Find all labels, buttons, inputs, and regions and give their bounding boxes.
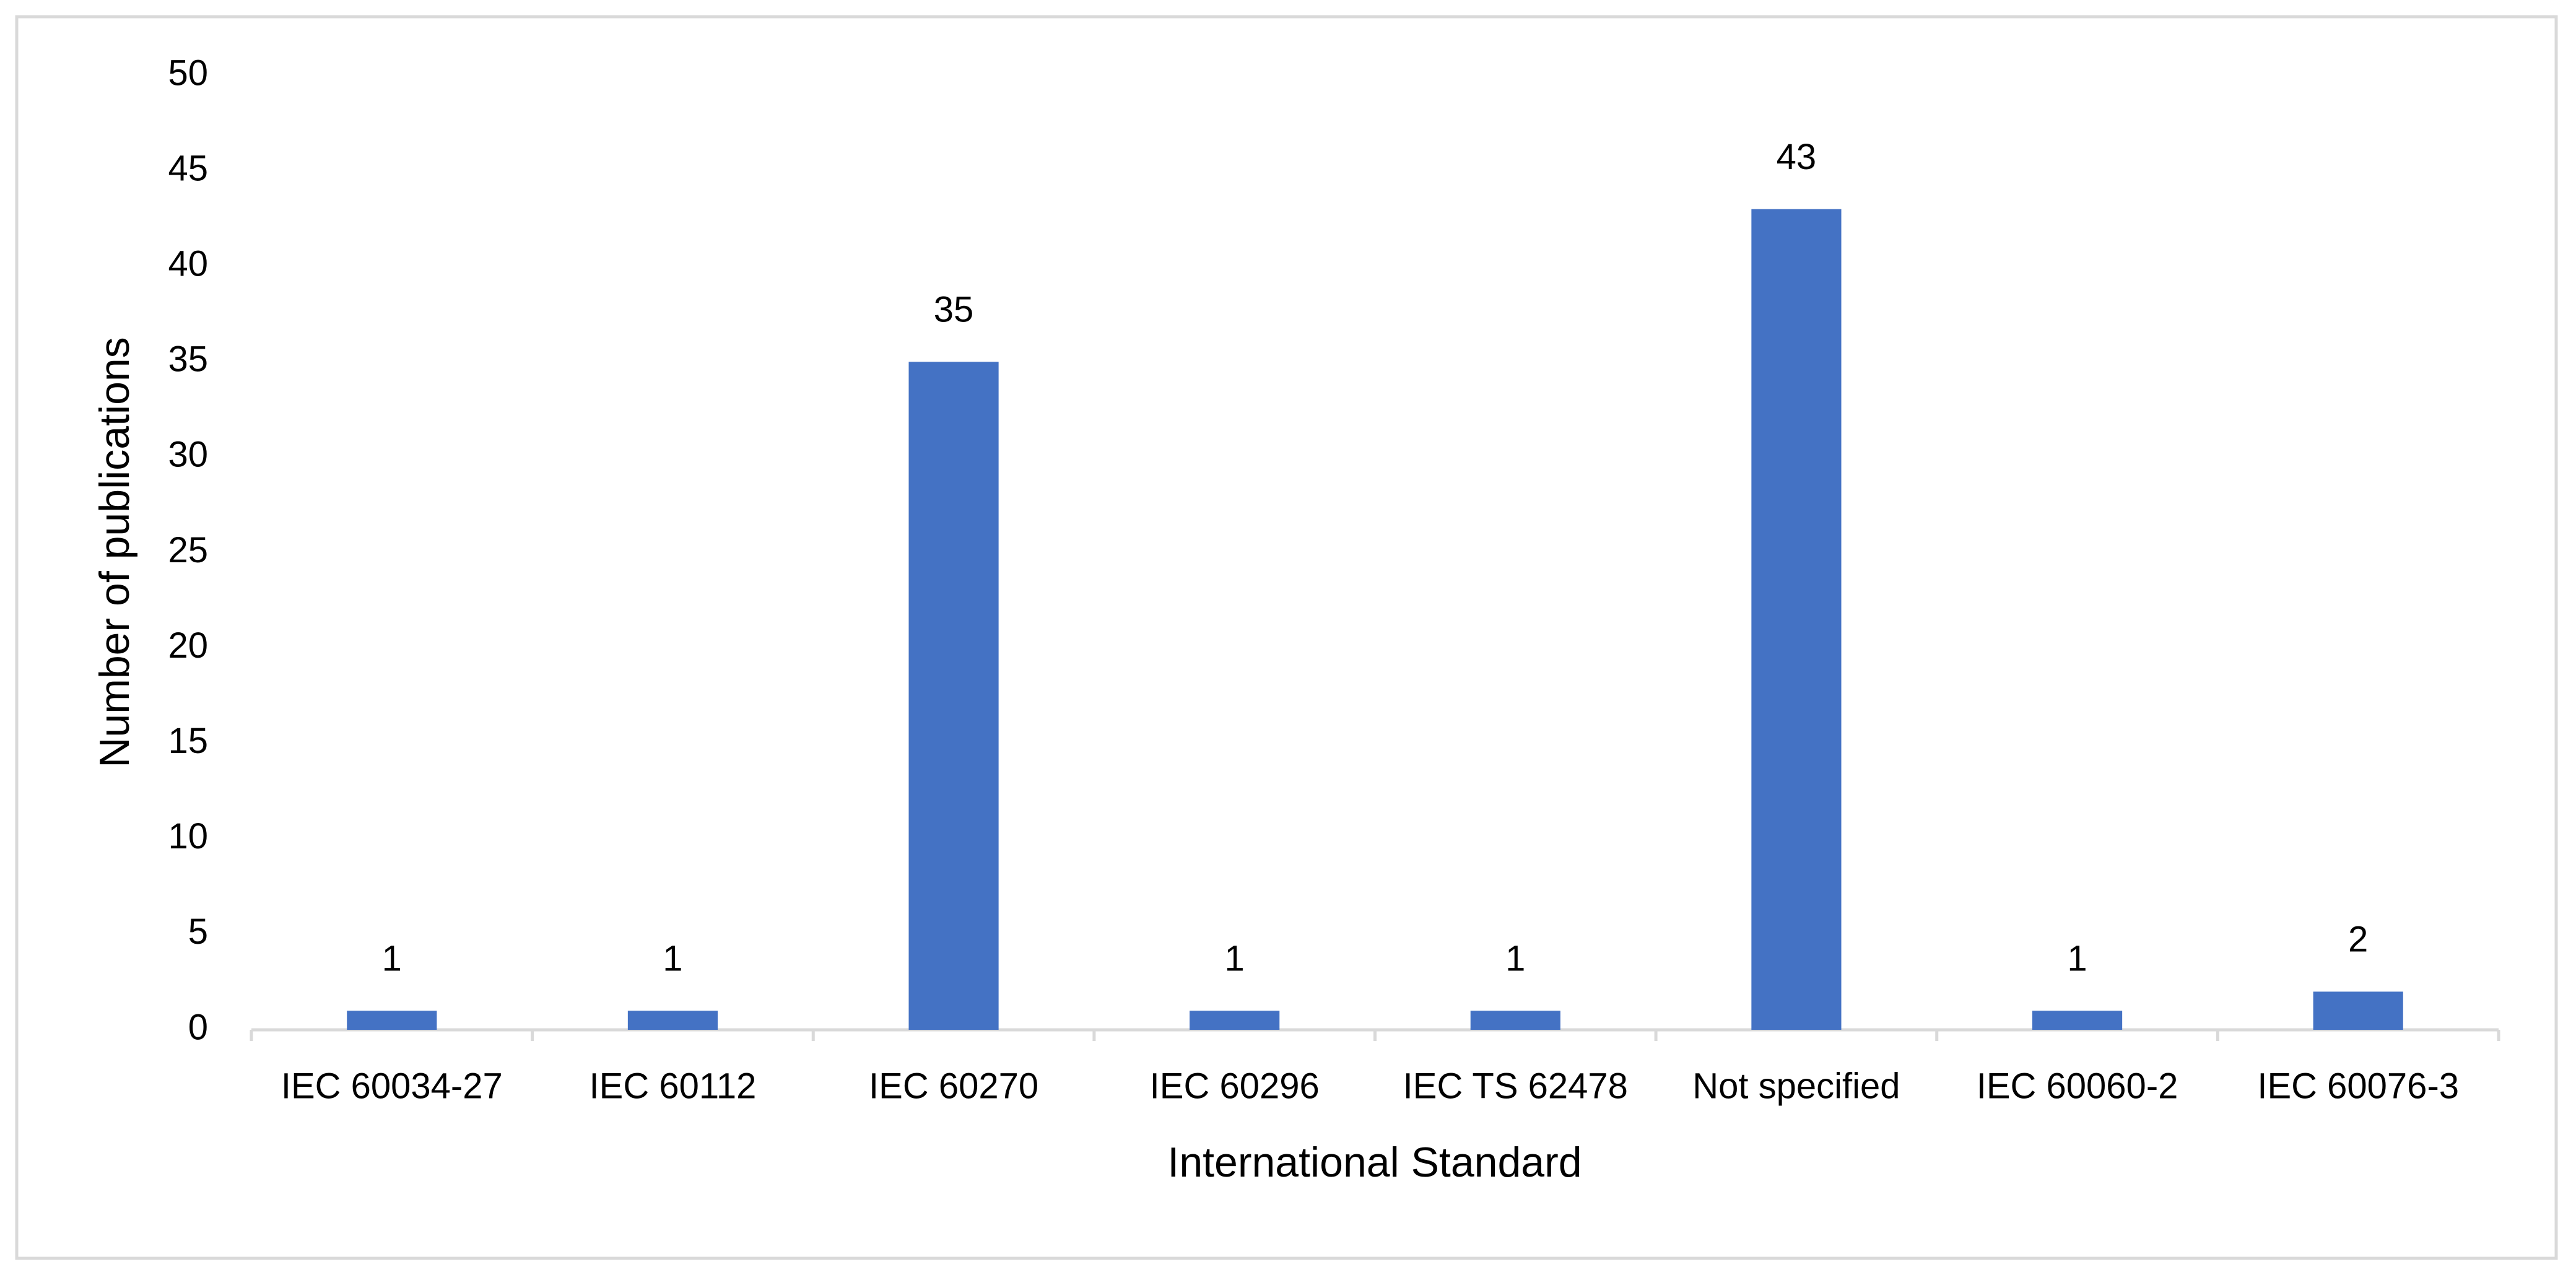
x-tick-label: Not specified (1692, 1066, 1900, 1106)
y-tick-label: 5 (188, 912, 208, 952)
y-tick-label: 20 (168, 625, 208, 666)
y-tick-label: 10 (168, 816, 208, 856)
data-label: 1 (663, 939, 682, 979)
y-tick-label: 15 (168, 721, 208, 761)
bar (1470, 1011, 1560, 1030)
y-tick-label: 35 (168, 339, 208, 380)
data-label: 1 (1225, 939, 1245, 979)
y-axis-title: Number of publications (91, 337, 138, 767)
data-label: 2 (2348, 920, 2368, 960)
x-tick-label: IEC 60076-3 (2257, 1066, 2459, 1106)
y-tick-label: 45 (168, 148, 208, 188)
bar (627, 1011, 718, 1030)
bar (347, 1011, 437, 1030)
bar (2032, 1011, 2123, 1030)
data-label: 1 (2067, 939, 2087, 979)
x-tick-label: IEC 60034-27 (281, 1066, 503, 1106)
x-tick-label: IEC 60112 (590, 1066, 757, 1106)
x-axis-title: International Standard (1167, 1139, 1582, 1186)
data-label: 1 (382, 939, 402, 979)
bar (908, 362, 999, 1030)
x-tick-label: IEC 60270 (869, 1066, 1038, 1106)
data-label: 43 (1777, 137, 1817, 177)
x-tick-label: IEC 60060-2 (1977, 1066, 2178, 1106)
x-tick-label: IEC 60296 (1150, 1066, 1320, 1106)
data-label: 35 (934, 290, 974, 330)
data-label: 1 (1505, 939, 1525, 979)
chart-border (15, 15, 2558, 1260)
y-tick-label: 50 (168, 53, 208, 93)
y-tick-label: 0 (188, 1007, 208, 1047)
bar (1190, 1011, 1280, 1030)
bar (1751, 209, 1842, 1030)
bar (2313, 991, 2403, 1030)
y-tick-label: 30 (168, 435, 208, 475)
y-tick-label: 40 (168, 244, 208, 284)
x-tick-label: IEC TS 62478 (1403, 1066, 1628, 1106)
y-tick-label: 25 (168, 530, 208, 570)
